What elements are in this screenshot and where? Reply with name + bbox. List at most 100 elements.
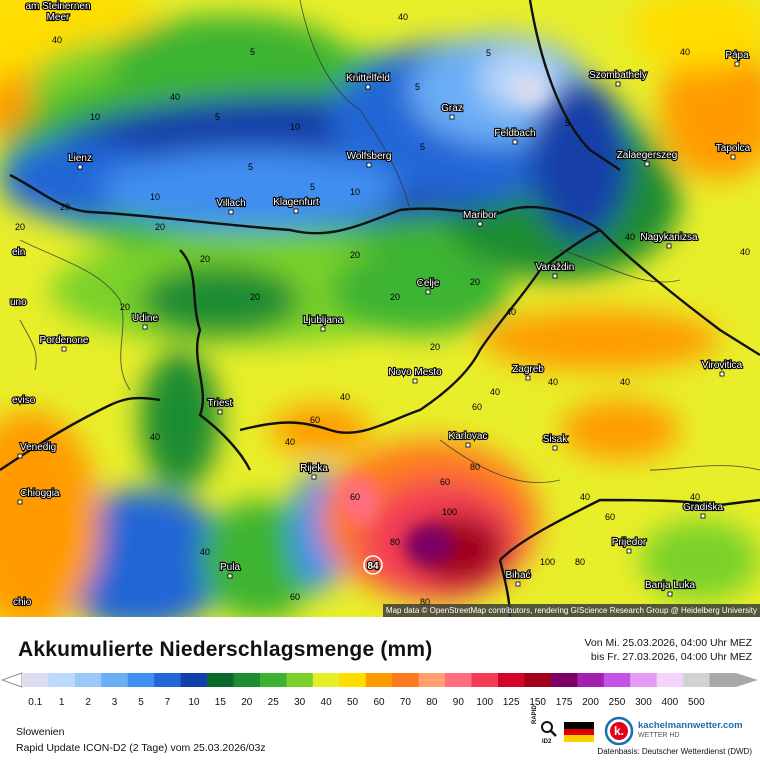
colorbar-segment [656, 673, 684, 687]
city-label-text: Novo Mesto [388, 367, 442, 378]
city-pordenone: Pordenone [38, 334, 90, 352]
contour-label: 80 [420, 597, 430, 607]
id2-label: ID2 [542, 739, 552, 745]
colorbar-tick-label: 150 [529, 697, 546, 708]
city-banja-luka: Banja Luka [644, 579, 697, 597]
contour-label: 5 [420, 142, 425, 152]
contour-label: 60 [290, 592, 300, 602]
contour-label: 80 [470, 462, 480, 472]
city-label-text: Karlovac [449, 431, 488, 442]
colorbar-segment [630, 673, 658, 687]
city-graz: Graz [440, 102, 464, 120]
colorbar-tick-label: 20 [241, 697, 253, 708]
svg-text:84: 84 [367, 561, 379, 572]
city-label-text: Lienz [68, 153, 92, 164]
city-virovitica: Virovitica [701, 359, 744, 377]
colorbar-segment [365, 673, 393, 687]
city-udine: Udine [131, 312, 160, 330]
city-label-text: Banja Luka [645, 580, 695, 591]
precipitation-map: 5 5 5 5 5 5 5 5 10 10 10 10 20 20 20 20 20 20 20 20 20 20 40 40… [0, 0, 760, 617]
colorbar-min-arrow [0, 672, 23, 688]
contour-label: 20 [390, 292, 400, 302]
contour-label: 20 [120, 302, 130, 312]
city-label-text: Virovitica [702, 360, 743, 371]
contour-label: 80 [390, 537, 400, 547]
colorbar-tick-label: 0.1 [28, 697, 42, 708]
colorbar-segment [471, 673, 499, 687]
city-novo-mesto: Novo Mesto [387, 366, 443, 384]
city-zagreb: Zagreb [511, 363, 545, 381]
city-zalaegerszeg: Zalaegerszeg [616, 149, 678, 167]
colorbar-tick-label: 175 [556, 697, 573, 708]
contour-label: 5 [486, 48, 491, 58]
colorbar-segment [74, 673, 102, 687]
colorbar-segment [683, 673, 711, 687]
city-label-text: Prijedor [612, 537, 647, 548]
city-label-text: Villach [216, 198, 245, 209]
colorbar-segment [180, 673, 208, 687]
contour-label: 20 [200, 254, 210, 264]
svg-text:k.: k. [614, 724, 624, 738]
city-label-text: Graz [441, 103, 463, 114]
city-label-text: Ljubljana [303, 315, 343, 326]
contour-label: 40 [620, 377, 630, 387]
colorbar-segment [550, 673, 578, 687]
contour-label: 20 [470, 277, 480, 287]
colorbar-tick-label: 500 [688, 697, 705, 708]
city-label-text: Nagykanizsa [640, 232, 698, 243]
contour-label: 5 [215, 112, 220, 122]
admin-borders [19, 0, 760, 484]
time-period: Von Mi. 25.03.2026, 04:00 Uhr MEZ bis Fr… [584, 636, 752, 664]
contour-label: 10 [290, 122, 300, 132]
contour-label: 20 [250, 292, 260, 302]
city-label-text: am Steinernen [25, 1, 90, 12]
kachelmann-logo-icon: k. [604, 716, 634, 746]
city-label-text: Maribor [463, 210, 498, 221]
brand-name[interactable]: kachelmannwetter.com [638, 720, 743, 731]
city-vara-din: Varaždin [535, 261, 575, 279]
colorbar-tick-label: 2 [85, 697, 91, 708]
data-source: Datenbasis: Deutscher Wetterdienst (DWD) [597, 747, 752, 756]
chart-title: Akkumulierte Niederschlagsmenge (mm) [18, 638, 433, 661]
map-attribution[interactable]: Map data © OpenStreetMap contributors, r… [382, 604, 760, 617]
colorbar-tick-label: 25 [268, 697, 280, 708]
contour-label: 40 [740, 247, 750, 257]
germany-flag-icon [564, 722, 594, 742]
city-label-text: Sisak [543, 434, 568, 445]
city-villach: Villach [215, 197, 247, 215]
colorbar-segment [418, 673, 446, 687]
region-name: Slowenien [16, 726, 65, 738]
contour-label: 40 [398, 12, 408, 22]
precip-colorbar: 0.1 1 2 3 5 7 10 15 20 25 30 40 50 60 70 80 90 100 125 150 1… [0, 671, 760, 711]
city-label-text: Triest [208, 398, 233, 409]
colorbar-segment [207, 673, 235, 687]
colorbar-tick-label: 50 [347, 697, 359, 708]
contour-label: 5 [415, 82, 420, 92]
colorbar-segment [48, 673, 76, 687]
city-eln: eln [11, 246, 27, 259]
colorbar-tick-label: 200 [582, 697, 599, 708]
city-chioggia: Chioggia [17, 487, 61, 505]
city-label-text: Knittelfeld [346, 73, 390, 84]
colorbar-segment [498, 673, 525, 687]
colorbar-tick-label: 250 [609, 697, 626, 708]
contour-label: 40 [680, 47, 690, 57]
city-ljubljana: Ljubljana [302, 314, 345, 332]
colorbar-tick-label: 70 [400, 697, 412, 708]
magnifier-icon [541, 721, 557, 737]
city-sisak: Sisak [542, 433, 569, 451]
colorbar-segment [286, 673, 314, 687]
city-knittelfeld: Knittelfeld [345, 72, 391, 90]
city-label-text: uno [10, 297, 27, 308]
city-label-text: eviso [12, 395, 36, 406]
colorbar-tick-label: 100 [476, 697, 493, 708]
city-label-text: chio [13, 597, 32, 608]
colorbar-tick-label: 3 [112, 697, 118, 708]
contour-label: 60 [310, 415, 320, 425]
city-venedig: Venedig [17, 441, 57, 459]
city-biha-: Bihać [504, 569, 532, 587]
contour-labels: 5 5 5 5 5 5 5 5 10 10 10 10 20 20 20 20 20 20 20 20 20 20 40 40… [15, 12, 750, 607]
colorbar-segment [260, 673, 287, 687]
contour-label: 5 [250, 47, 255, 57]
